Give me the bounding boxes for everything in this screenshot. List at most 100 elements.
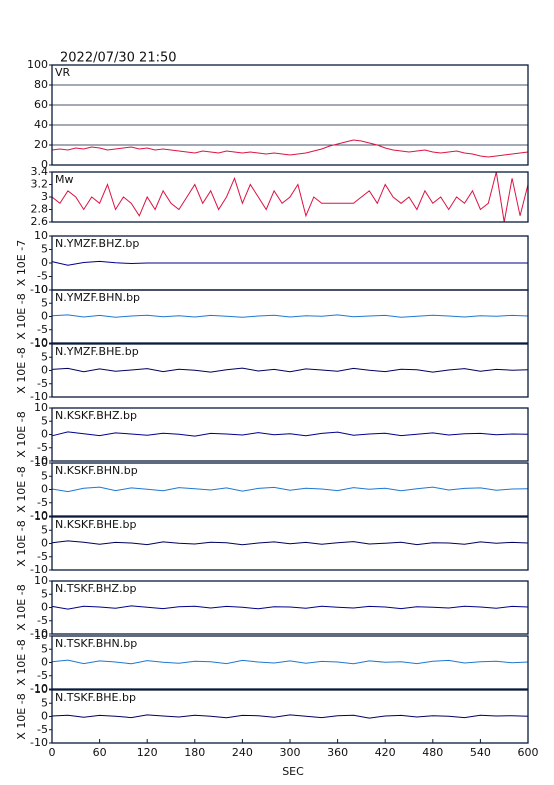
y-tick-label: -5 [37, 441, 48, 454]
panel-label: N.KSKF.BHE.bp [55, 518, 136, 531]
y-tick-label: -5 [37, 377, 48, 390]
y-tick-label: -10 [30, 736, 48, 749]
panel-frame [51, 516, 529, 571]
y-tick-label: 10 [34, 510, 48, 523]
x-tick-label: 480 [422, 746, 443, 759]
y-tick-label: -5 [37, 723, 48, 736]
y-axis-label: X 10E -8 [15, 293, 28, 339]
y-tick-label: -10 [30, 627, 48, 640]
data-line [51, 260, 528, 266]
data-line [51, 431, 529, 437]
y-tick-label: -10 [30, 682, 48, 695]
y-tick-label: -10 [30, 454, 48, 467]
x-tick-label: 180 [184, 746, 205, 759]
y-tick-label: 0 [41, 310, 48, 323]
x-tick-label: 120 [137, 746, 158, 759]
y-tick-label: 10 [34, 574, 48, 587]
y-tick-label: 0 [41, 656, 48, 669]
y-axis-label: X 10E -8 [15, 347, 28, 393]
panel-frame [51, 64, 529, 166]
x-axis-label: SEC [282, 765, 304, 778]
y-tick-label: -5 [37, 270, 48, 283]
panel-label: N.KSKF.BHN.bp [55, 464, 138, 477]
y-tick-label: 2.6 [31, 215, 49, 228]
y-tick-label: 5 [41, 469, 48, 482]
y-tick-label: -10 [30, 390, 48, 403]
x-tick-label: 240 [232, 746, 253, 759]
data-line [51, 171, 529, 223]
y-tick-label: 80 [34, 78, 48, 91]
y-tick-label: 0 [41, 428, 48, 441]
x-tick-label: 420 [375, 746, 396, 759]
y-axis-label: X 10E -8 [15, 466, 28, 512]
x-tick-label: 60 [93, 746, 107, 759]
y-tick-label: 10 [34, 629, 48, 642]
y-tick-label: 60 [34, 98, 48, 111]
data-line [51, 486, 529, 493]
y-tick-label: -10 [30, 283, 48, 296]
y-tick-label: 5 [41, 243, 48, 256]
data-line [51, 659, 529, 665]
y-tick-label: -5 [37, 669, 48, 682]
y-axis-label: X 10E -7 [15, 240, 28, 286]
x-tick-label: 360 [327, 746, 348, 759]
y-tick-label: 2.8 [31, 203, 49, 216]
y-tick-label: 5 [41, 642, 48, 655]
panel-frame [51, 462, 529, 517]
y-axis-label: X 10E -8 [15, 411, 28, 457]
y-axis-label: X 10E -8 [15, 584, 28, 630]
panel-label: N.YMZF.BHE.bp [55, 345, 139, 358]
y-tick-label: 10 [34, 456, 48, 469]
y-tick-label: 5 [41, 587, 48, 600]
y-tick-label: 5 [41, 296, 48, 309]
panel-label: Mw [55, 173, 74, 186]
panel-frame [51, 171, 529, 223]
y-tick-label: 10 [34, 401, 48, 414]
y-tick-label: 10 [34, 229, 48, 242]
y-tick-label: 3.4 [31, 165, 49, 178]
data-line [51, 714, 529, 719]
panel-frame [51, 407, 529, 462]
panel-label: N.KSKF.BHZ.bp [55, 409, 137, 422]
y-tick-label: 3.2 [31, 178, 49, 191]
y-tick-label: -10 [30, 509, 48, 522]
data-line [51, 314, 529, 318]
x-tick-label: 540 [470, 746, 491, 759]
x-tick-label: 600 [518, 746, 539, 759]
y-tick-label: -5 [37, 323, 48, 336]
panel-label: N.TSKF.BHN.bp [55, 637, 137, 650]
data-line [51, 540, 529, 546]
y-tick-label: 0 [41, 710, 48, 723]
panel-frame [51, 289, 529, 344]
y-tick-label: 40 [34, 118, 48, 131]
y-tick-label: 100 [27, 58, 48, 71]
panel-label: N.TSKF.BHE.bp [55, 691, 136, 704]
chart-title: 2022/07/30 21:50 [60, 51, 177, 66]
y-tick-label: -10 [30, 563, 48, 576]
y-tick-label: 0 [41, 537, 48, 550]
panel-frame [51, 635, 529, 690]
y-tick-label: -5 [37, 614, 48, 627]
y-tick-label: 0 [41, 601, 48, 614]
data-line [51, 605, 529, 610]
data-line [51, 139, 529, 158]
y-axis-label: X 10E -8 [15, 693, 28, 739]
y-tick-label: 10 [34, 337, 48, 350]
y-tick-label: 0 [41, 364, 48, 377]
y-tick-label: -10 [30, 336, 48, 349]
data-line [51, 367, 529, 373]
y-tick-label: 5 [41, 523, 48, 536]
y-tick-label: 5 [41, 414, 48, 427]
y-axis-label: X 10E -8 [15, 520, 28, 566]
panel-frame [51, 580, 529, 635]
y-axis-label: X 10E -8 [15, 639, 28, 685]
panel-frame [51, 343, 529, 398]
panel-label: N.TSKF.BHZ.bp [55, 582, 137, 595]
panel-label: VR [55, 66, 71, 79]
y-tick-label: 0 [41, 158, 48, 171]
panel-label: N.YMZF.BHZ.bp [55, 237, 139, 250]
x-tick-label: 300 [280, 746, 301, 759]
y-tick-label: 0 [41, 256, 48, 269]
y-tick-label: 0 [41, 483, 48, 496]
